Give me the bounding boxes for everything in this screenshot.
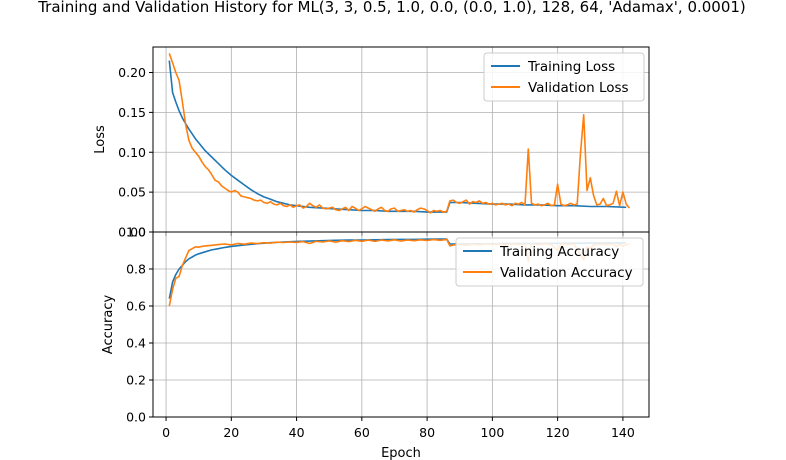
y-tick-label: 0.20 (118, 65, 146, 80)
y-tick-label: 0.8 (126, 262, 146, 277)
legend-box (455, 237, 644, 287)
x-tick-label: 140 (611, 425, 635, 440)
x-tick-label: 100 (480, 425, 504, 440)
y-tick-label: 0.15 (118, 105, 146, 120)
x-tick-label: 120 (546, 425, 570, 440)
legend-entry: Validation Accuracy (500, 265, 633, 281)
x-axis-label: Epoch (381, 446, 421, 460)
x-tick-label: 0 (162, 425, 170, 440)
x-tick-label: 60 (354, 425, 370, 440)
y-tick-label: 1.0 (126, 225, 146, 240)
legend-box (483, 52, 645, 102)
y-axis-label: Accuracy (101, 295, 116, 355)
x-tick-label: 80 (419, 425, 435, 440)
legend: Training Accuracy Validation Accuracy (455, 237, 644, 287)
accuracy-panel: 0.0 0.2 0.4 0.6 0.8 1.0 0 20 40 60 80 100 120 140 Accu… (101, 225, 650, 460)
x-tick-label: 20 (223, 425, 239, 440)
legend: Training Loss Validation Loss (483, 52, 645, 102)
y-tick-label: 0.4 (126, 336, 146, 351)
y-tick-label: 0.05 (118, 185, 146, 200)
y-axis-label: Loss (93, 125, 108, 154)
series-line-validation-loss (168, 53, 631, 214)
loss-panel: 0.05 0.10 0.15 0.20 0.00 Loss Training Loss Val… (93, 46, 650, 240)
x-tick-label: 40 (289, 425, 305, 440)
legend-entry: Training Accuracy (499, 244, 619, 260)
y-tick-label: 0.00 (118, 225, 146, 240)
chart-title: Training and Validation History for ML(3… (37, 0, 746, 16)
y-tick-label: 0.0 (126, 410, 146, 425)
legend-entry: Validation Loss (528, 80, 629, 96)
legend-entry: Training Loss (527, 59, 615, 75)
y-tick-label: 0.6 (126, 299, 146, 314)
y-tick-label: 0.10 (118, 145, 146, 160)
y-tick-label: 0.2 (126, 373, 146, 388)
plot-frame (152, 231, 650, 418)
